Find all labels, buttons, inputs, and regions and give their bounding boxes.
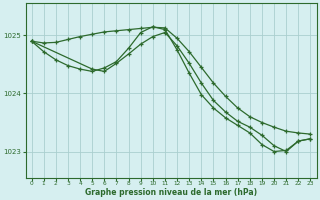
- X-axis label: Graphe pression niveau de la mer (hPa): Graphe pression niveau de la mer (hPa): [85, 188, 257, 197]
